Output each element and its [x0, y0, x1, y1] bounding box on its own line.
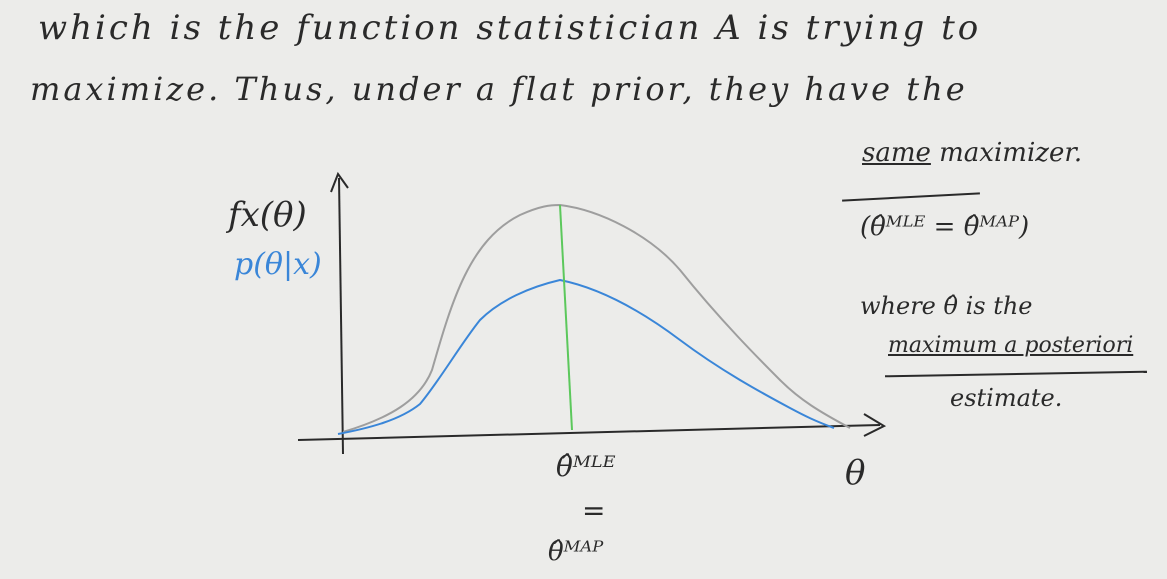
- y-axis: [338, 177, 344, 455]
- tick-label-map: θ̂ᴹᴬᴾ: [548, 537, 604, 567]
- x-axis: [297, 424, 881, 441]
- tick-label-mle: θ̂ᴹᴸᴱ: [556, 450, 616, 483]
- where-line: where θ̂ is the: [860, 292, 1033, 320]
- x-axis-arrowhead: [863, 413, 887, 437]
- y-axis-arrowhead: [330, 171, 349, 193]
- estimate-word: estimate.: [950, 384, 1063, 412]
- x-axis-label: θ: [845, 453, 865, 493]
- same-maximizer-phrase: same maximizer.: [862, 138, 1082, 168]
- peak-line: [559, 204, 573, 431]
- mle-map-equation: (θ̂ᴹᴸᴱ = θ̂ᴹᴬᴾ): [860, 212, 1030, 242]
- y-label-posterior: p(θ|x): [234, 247, 322, 282]
- same-word: same: [862, 138, 931, 168]
- note-line-1: which is the function statistician A is …: [38, 8, 982, 48]
- posterior-curve: [337, 278, 835, 435]
- maximizer-word: maximizer.: [939, 138, 1083, 168]
- map-phrase: maximum a posteriori: [888, 333, 1134, 358]
- y-label-likelihood: f𝑥(θ): [225, 195, 307, 235]
- likelihood-curve: [342, 203, 851, 433]
- tick-equals: =: [582, 494, 605, 527]
- note-line-2: maximize. Thus, under a flat prior, they…: [30, 70, 968, 108]
